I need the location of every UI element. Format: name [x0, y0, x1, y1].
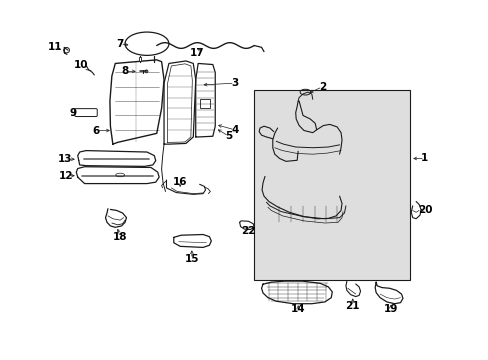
FancyBboxPatch shape [75, 109, 97, 117]
Text: 15: 15 [184, 254, 199, 264]
Bar [139, 57, 141, 61]
Text: 10: 10 [74, 60, 88, 70]
Text: 4: 4 [231, 125, 238, 135]
Text: 22: 22 [241, 226, 255, 236]
Text: 5: 5 [225, 131, 232, 141]
Text: 17: 17 [189, 48, 203, 58]
Text: 9: 9 [69, 108, 76, 118]
Text: 11: 11 [48, 42, 62, 52]
Text: 3: 3 [231, 78, 238, 88]
Ellipse shape [145, 70, 148, 73]
Text: 16: 16 [173, 177, 187, 187]
Text: 6: 6 [92, 126, 99, 135]
Text: 12: 12 [59, 171, 74, 181]
Bar [199, 99, 210, 108]
Text: 21: 21 [345, 301, 359, 311]
Text: 20: 20 [417, 206, 431, 216]
Text: 18: 18 [113, 232, 127, 242]
Text: 7: 7 [116, 39, 123, 49]
Text: 19: 19 [383, 304, 397, 314]
Text: 13: 13 [58, 154, 72, 164]
Text: 14: 14 [290, 304, 305, 314]
Text: 2: 2 [318, 82, 325, 92]
Text: 1: 1 [421, 153, 427, 163]
Bar [254, 90, 409, 280]
Text: 8: 8 [121, 66, 128, 76]
